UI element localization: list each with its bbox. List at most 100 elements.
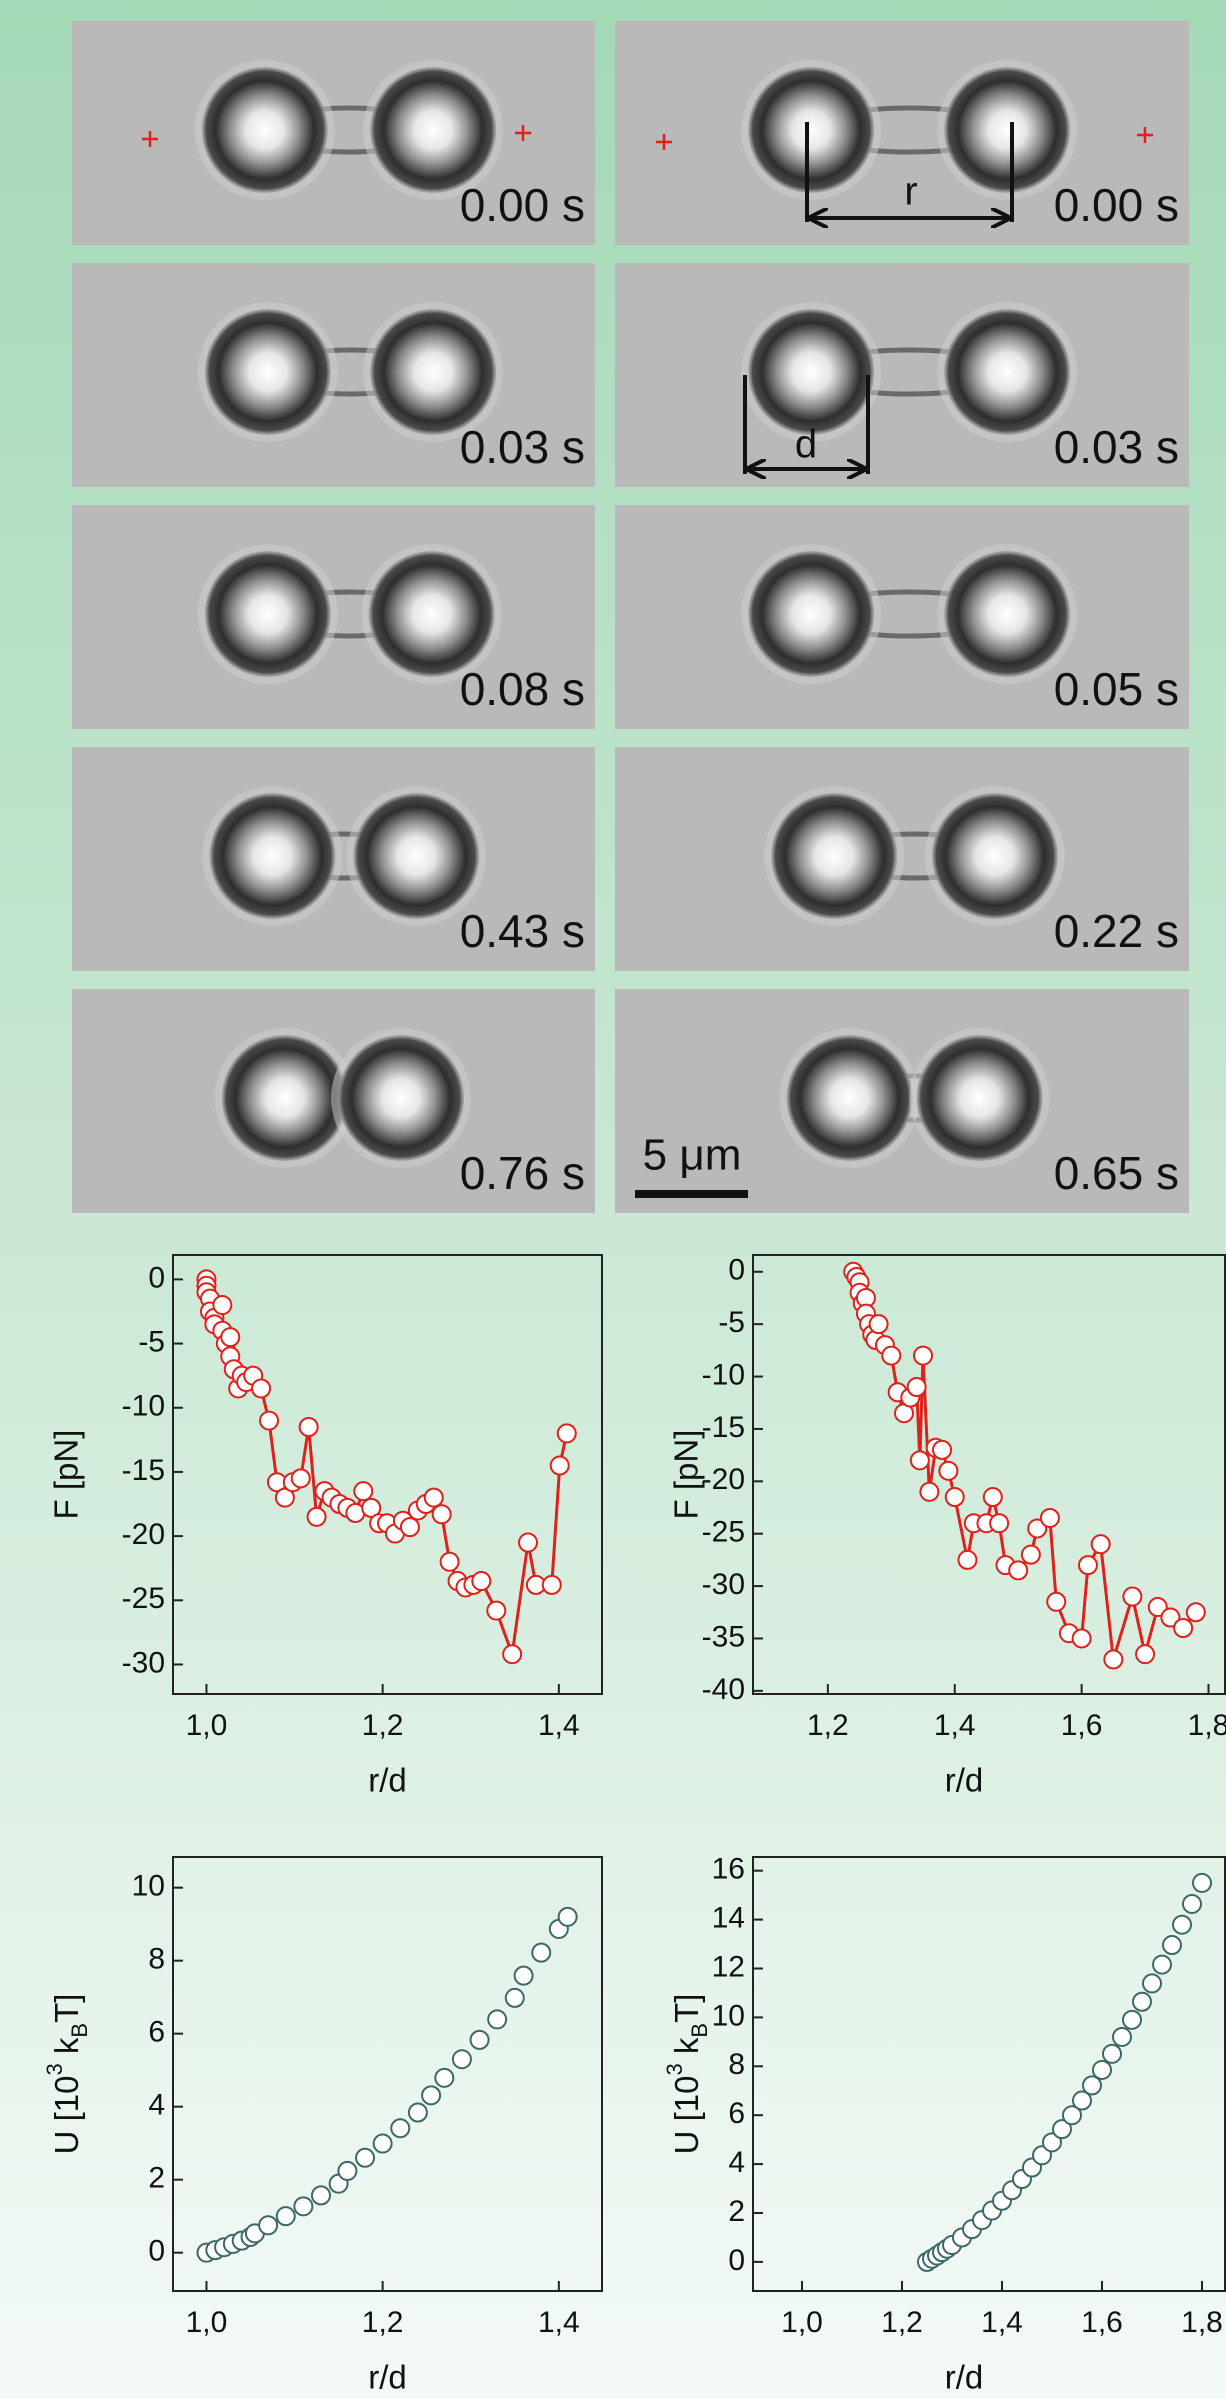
- y-axis-label-part: U [10: [48, 2076, 85, 2155]
- data-point: [486, 1600, 507, 1621]
- data-point: [1135, 1644, 1156, 1665]
- y-axis-label-part: U [10: [668, 2076, 705, 2155]
- data-point: [557, 1906, 578, 1927]
- bead: [201, 67, 328, 193]
- data-point: [220, 1327, 241, 1348]
- bead: [370, 309, 497, 435]
- data-point: [306, 1506, 327, 1527]
- r-arrow: [805, 122, 1014, 222]
- x-tick-label: 1,0: [781, 2306, 823, 2339]
- data-point: [1052, 2119, 1072, 2140]
- y-tick-label: -20: [122, 1518, 165, 1551]
- data-point: [944, 1487, 965, 1508]
- tracker-marks: [142, 125, 1153, 150]
- data-point: [549, 1455, 570, 1476]
- time-label: 0.22 s: [1054, 905, 1179, 957]
- data-point: [310, 2185, 331, 2206]
- x-axis-label: r/d: [945, 1762, 984, 1799]
- data-point: [407, 2102, 428, 2123]
- data-point: [431, 1504, 452, 1525]
- data-point: [372, 2133, 393, 2154]
- annotations: r d 5 μm: [142, 122, 1153, 1198]
- image-panels: 0.00 s 0.03 s 0.08 s 0.43 s 0.76 s 0.00 s 0.03…: [72, 21, 1189, 1213]
- x-tick-label: 1,4: [538, 1709, 580, 1742]
- bead: [368, 551, 495, 677]
- chart: 0 2 4 6 8 10 1,0 1,2 1,4 r/d U [103 kBT]: [42, 1856, 603, 2396]
- x-tick-label: 1,2: [362, 1709, 404, 1742]
- data-point: [1090, 1534, 1111, 1555]
- image-panel: [615, 21, 1189, 245]
- data-point: [390, 2118, 411, 2139]
- data-point: [1112, 2026, 1132, 2047]
- y-axis-label-part: T]: [48, 1994, 85, 2023]
- data-point: [881, 1345, 902, 1366]
- d-arrow: [743, 375, 870, 474]
- time-label: 0.03 s: [460, 421, 585, 473]
- data-point: [439, 1551, 460, 1572]
- data-point: [1185, 1602, 1206, 1623]
- data-point: [1071, 1628, 1092, 1649]
- data-point: [502, 1644, 523, 1665]
- x-axis-label: r/d: [368, 1762, 407, 1799]
- data-point: [1152, 1954, 1172, 1975]
- plot-frame: [172, 1254, 603, 1695]
- x-tick-label: 1,8: [1188, 1709, 1226, 1742]
- data-point: [1072, 2090, 1092, 2111]
- data-point: [212, 1295, 233, 1316]
- data-point: [355, 2147, 376, 2168]
- data-point: [1160, 1607, 1181, 1628]
- data-point: [274, 1487, 295, 1508]
- data-point: [1092, 2059, 1112, 2080]
- bead: [204, 309, 331, 435]
- plot-frame: [752, 1856, 1226, 2292]
- data-point: [1008, 1560, 1029, 1581]
- time-label: 0.08 s: [460, 663, 585, 715]
- data-point: [1027, 1518, 1048, 1539]
- time-label: 0.43 s: [460, 905, 585, 957]
- y-tick-label: -20: [702, 1463, 745, 1496]
- y-tick-label: -15: [702, 1411, 745, 1444]
- data-point: [1173, 1617, 1194, 1638]
- data-point: [906, 1377, 927, 1398]
- x-axis-label: r/d: [368, 2359, 407, 2396]
- data-point: [541, 1574, 562, 1595]
- y-tick-label: 8: [148, 1943, 165, 1976]
- data-point: [451, 2049, 472, 2070]
- y-axis-label-part: B: [687, 2023, 712, 2038]
- y-axis-label-part: 3: [42, 2063, 67, 2075]
- data-point: [290, 1468, 311, 1489]
- y-axis-label-part: B: [67, 2023, 92, 2038]
- data-point: [513, 1965, 534, 1986]
- x-tick-label: 1,0: [186, 2306, 228, 2339]
- data-point: [423, 1487, 444, 1508]
- bead: [204, 551, 331, 677]
- x-tick-label: 1,2: [362, 2306, 404, 2339]
- chart: 0 2 4 6 8 10 12 14 16 1,0 1,2 1,4 1,6 1,8 r/d U [103 kB…: [662, 1853, 1226, 2396]
- data-point: [421, 2085, 442, 2106]
- data-point: [531, 1942, 552, 1963]
- scale-bar-label: 5 μm: [643, 1131, 742, 1180]
- x-axis-label: r/d: [945, 2359, 984, 2396]
- x-tick-label: 1,4: [538, 2306, 580, 2339]
- y-tick-label: -30: [702, 1568, 745, 1601]
- charts: 0 -5 -10 -15 -20 -25 -30 1,0 1,2 1,4 r/d F [pN] 0 -5 -…: [42, 1254, 1226, 2396]
- y-tick-label: -15: [122, 1454, 165, 1487]
- time-label: 0.00 s: [1054, 179, 1179, 231]
- time-label: 0.76 s: [460, 1147, 585, 1199]
- y-axis-label: U [103 kBT]: [42, 1994, 92, 2155]
- plot-frame: [752, 1254, 1226, 1695]
- chart: 0 -5 -10 -15 -20 -25 -30 -35 -40 1,2 1,4 1,6 1,8 r/d F…: [668, 1254, 1226, 1799]
- data-point: [487, 2009, 508, 2030]
- y-axis-label: F [pN]: [668, 1430, 705, 1520]
- image-panel: [615, 263, 1189, 487]
- data-point: [361, 1497, 382, 1518]
- data-point: [259, 1410, 280, 1431]
- y-tick-label: -30: [122, 1646, 165, 1679]
- data-point: [1132, 1991, 1152, 2012]
- r-label: r: [904, 170, 917, 214]
- bead: [370, 67, 497, 193]
- data-point: [1122, 1586, 1143, 1607]
- data-point: [1077, 1555, 1098, 1576]
- data-point: [1032, 2145, 1052, 2166]
- x-tick-label: 1,2: [881, 2306, 923, 2339]
